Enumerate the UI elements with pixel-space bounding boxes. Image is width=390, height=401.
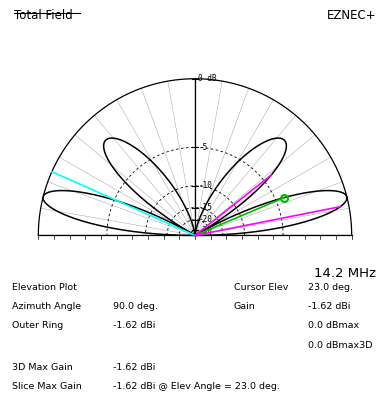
- Text: Total Field: Total Field: [14, 9, 73, 22]
- Text: -1.62 dBi: -1.62 dBi: [113, 363, 156, 371]
- Text: -10: -10: [199, 181, 212, 190]
- Text: -5: -5: [199, 143, 208, 152]
- Text: -30: -30: [199, 226, 212, 235]
- Text: -1.62 dBi @ Elev Angle = 23.0 deg.: -1.62 dBi @ Elev Angle = 23.0 deg.: [113, 383, 280, 391]
- Text: Azimuth Angle: Azimuth Angle: [12, 302, 81, 311]
- Text: EZNEC+: EZNEC+: [327, 9, 376, 22]
- Text: 23.0 deg.: 23.0 deg.: [308, 283, 353, 292]
- Text: Slice Max Gain: Slice Max Gain: [12, 383, 82, 391]
- Text: Elevation Plot: Elevation Plot: [12, 283, 76, 292]
- Text: Gain: Gain: [234, 302, 256, 311]
- Text: -15: -15: [199, 203, 212, 212]
- Text: -20: -20: [199, 215, 212, 224]
- Text: 0.0 dBmax3D: 0.0 dBmax3D: [308, 341, 372, 350]
- Text: 0 dB: 0 dB: [199, 74, 217, 83]
- Text: 0.0 dBmax: 0.0 dBmax: [308, 322, 359, 330]
- Text: 3D Max Gain: 3D Max Gain: [12, 363, 73, 371]
- Text: 90.0 deg.: 90.0 deg.: [113, 302, 158, 311]
- Text: -1.62 dBi: -1.62 dBi: [113, 322, 156, 330]
- Text: Outer Ring: Outer Ring: [12, 322, 63, 330]
- Text: 14.2 MHz: 14.2 MHz: [314, 267, 376, 279]
- Text: Cursor Elev: Cursor Elev: [234, 283, 288, 292]
- Text: -1.62 dBi: -1.62 dBi: [308, 302, 351, 311]
